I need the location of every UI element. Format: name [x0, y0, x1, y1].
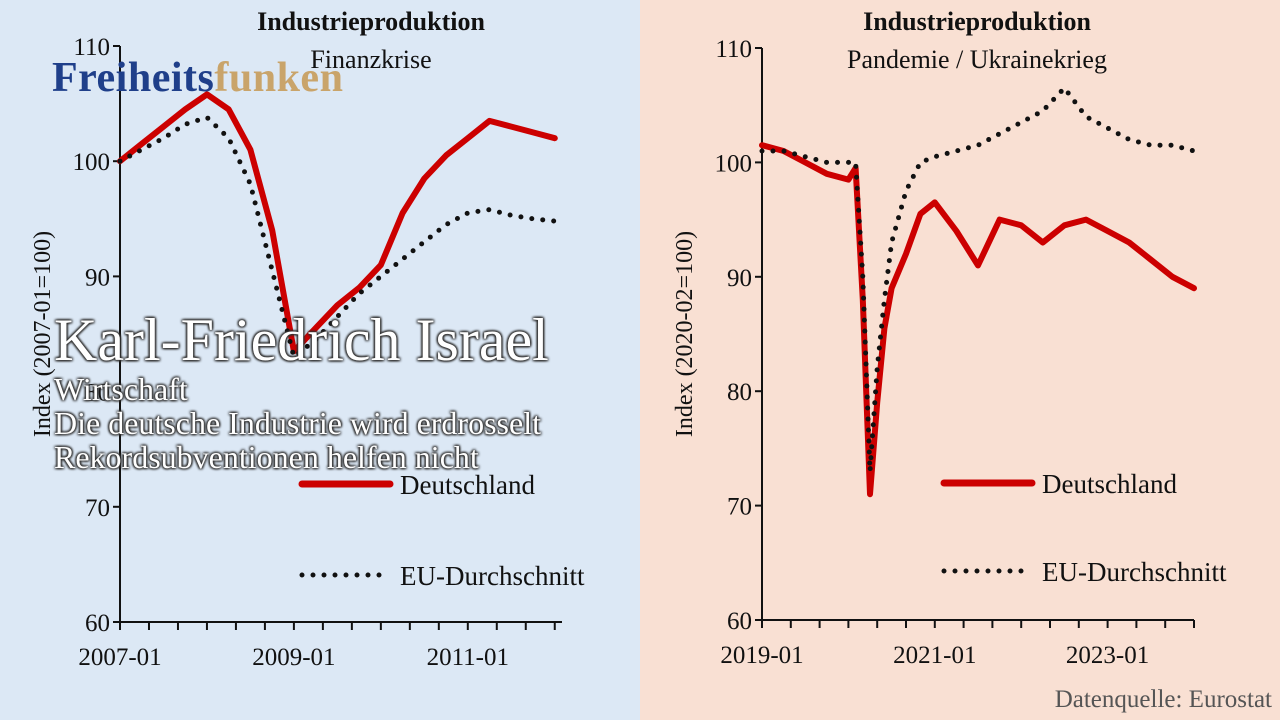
x-tick-label: 2011-01: [427, 644, 509, 671]
data-source: Datenquelle: Eurostat: [1054, 686, 1272, 713]
legend-label-eu-durchschnitt: EU-Durchschnitt: [400, 561, 585, 591]
legend-label-deutschland: Deutschland: [400, 470, 535, 500]
y-tick-label: 60: [85, 610, 110, 637]
legend-label-eu-durchschnitt: EU-Durchschnitt: [1042, 557, 1227, 587]
y-tick-label: 110: [715, 36, 752, 63]
freiheitsfunken-logo: Freiheitsfunken: [52, 54, 343, 102]
chart-title: Industrieproduktion: [257, 7, 485, 36]
series-line-eu-durchschnitt: [759, 85, 1197, 474]
x-tick-label: 2007-01: [78, 644, 161, 671]
y-tick-label: 90: [727, 265, 752, 292]
legend-label-deutschland: Deutschland: [1042, 469, 1177, 499]
y-tick-label: 70: [85, 495, 110, 522]
y-tick-label: 110: [73, 34, 110, 61]
y-tick-label: 80: [727, 379, 752, 406]
right-chart-panel: Industrieproduktion Pandemie / Ukrainekri…: [640, 0, 1280, 720]
y-tick-label: 90: [85, 264, 110, 291]
x-tick-label: 2021-01: [893, 642, 976, 669]
category-label: Wirtschaft: [54, 371, 188, 407]
chart-pandemic-ukraine: Industrieproduktion Pandemie / Ukrainekri…: [672, 7, 1227, 669]
left-chart-panel: Industrieproduktion Finanzkrise 60 70 80 90 10…: [0, 0, 640, 720]
chart-financial-crisis: Industrieproduktion Finanzkrise 60 70 80 90 10…: [30, 7, 585, 671]
article-overlay: Karl-Friedrich Israel Wirtschaft Die deu…: [54, 308, 549, 474]
y-axis-title: Index (2020-02=100): [672, 231, 698, 437]
series-line-eu-durchschnitt: [117, 114, 558, 360]
y-axis-title: Index (2007-01=100): [30, 231, 56, 437]
series-line-deutschland: [759, 142, 1197, 498]
chart-title: Industrieproduktion: [863, 7, 1091, 36]
chart-subtitle: Finanzkrise: [310, 45, 431, 74]
y-tick-label: 60: [727, 608, 752, 635]
y-tick-label: 100: [73, 149, 111, 176]
logo-part-2: funken: [214, 55, 344, 101]
x-tick-label: 2009-01: [252, 644, 335, 671]
y-tick-label: 80: [85, 380, 110, 407]
author-name: Karl-Friedrich Israel: [54, 307, 549, 373]
x-tick-label: 2023-01: [1066, 642, 1149, 669]
y-tick-label: 70: [727, 494, 752, 521]
y-tick-label: 100: [715, 150, 753, 177]
x-tick-label: 2019-01: [720, 642, 803, 669]
series-line-deutschland: [117, 91, 558, 355]
logo-part-1: Freiheits: [52, 55, 215, 101]
headline-line-2: Rekordsubventionen helfen nicht: [54, 439, 479, 475]
chart-subtitle: Pandemie / Ukrainekrieg: [847, 45, 1107, 74]
headline-line-1: Die deutsche Industrie wird erdrosselt: [54, 405, 541, 441]
